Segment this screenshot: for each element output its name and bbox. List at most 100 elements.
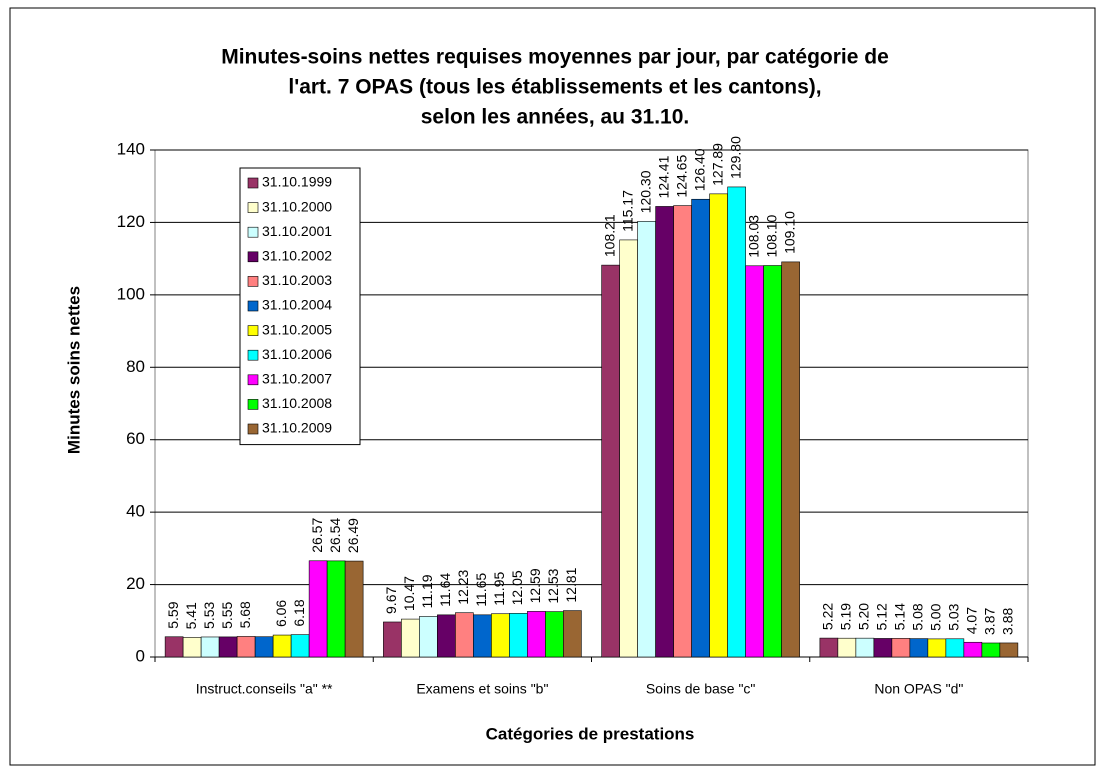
value-label: 5.55 — [219, 601, 235, 628]
value-label: 5.00 — [928, 603, 944, 630]
legend-label: 31.10.2008 — [262, 395, 332, 411]
value-label: 127.89 — [709, 143, 725, 186]
legend-swatch — [247, 325, 259, 336]
bar — [182, 637, 202, 658]
y-axis-title: Minutes soins nettes — [64, 286, 83, 454]
y-tick-label: 120 — [117, 212, 145, 231]
legend-swatch — [247, 374, 259, 386]
value-label: 26.54 — [327, 518, 343, 553]
bar — [236, 636, 256, 658]
legend-label: 31.10.2001 — [262, 223, 332, 239]
value-label: 5.41 — [183, 602, 199, 629]
value-label: 5.53 — [201, 602, 217, 629]
bar — [945, 638, 965, 658]
bar — [473, 614, 492, 658]
x-tick-label: Soins de base "c" — [646, 681, 756, 697]
value-label: 5.12 — [874, 603, 890, 630]
y-tick-label: 0 — [136, 646, 145, 665]
value-label: 5.22 — [820, 603, 836, 630]
bar — [254, 636, 274, 658]
bar — [601, 264, 620, 658]
value-label: 5.14 — [892, 603, 908, 630]
chart-title: l'art. 7 OPAS (tous les établissements e… — [288, 76, 821, 99]
bar — [999, 642, 1019, 658]
bar — [437, 614, 456, 658]
legend-label: 31.10.1999 — [262, 174, 332, 190]
value-label: 12.23 — [455, 569, 471, 604]
value-label: 26.49 — [345, 518, 361, 553]
bar — [655, 206, 674, 658]
value-label: 5.03 — [946, 603, 962, 630]
legend-swatch — [247, 300, 259, 312]
legend-label: 31.10.2006 — [262, 346, 332, 362]
bar — [727, 186, 746, 658]
value-label: 9.67 — [383, 587, 399, 614]
legend-label: 31.10.2003 — [262, 272, 332, 288]
x-axis-title: Catégories de prestations — [486, 724, 695, 743]
bar — [619, 239, 638, 658]
bar — [491, 613, 510, 658]
bar — [709, 193, 728, 658]
value-label: 6.06 — [273, 600, 289, 627]
legend-swatch — [247, 251, 259, 263]
y-tick-label: 140 — [117, 139, 145, 158]
legend-swatch — [247, 349, 259, 361]
value-label: 5.59 — [165, 601, 181, 628]
bar — [927, 638, 947, 658]
value-label: 115.17 — [619, 190, 635, 232]
bar — [673, 205, 692, 658]
bar — [909, 638, 929, 658]
legend-box — [239, 167, 361, 446]
bar — [509, 613, 528, 658]
bar — [873, 638, 893, 658]
value-label: 11.95 — [491, 572, 507, 606]
value-label: 12.53 — [545, 568, 561, 603]
value-label: 11.19 — [419, 574, 435, 608]
chart-title: selon les années, au 31.10. — [421, 106, 689, 129]
bar — [218, 636, 238, 658]
value-label: 109.10 — [781, 211, 797, 254]
value-label: 12.81 — [563, 567, 579, 602]
bar — [891, 638, 911, 658]
y-tick-label: 100 — [117, 284, 145, 303]
legend-label: 31.10.2005 — [262, 321, 332, 337]
chart-title: Minutes-soins nettes requises moyennes p… — [221, 46, 889, 69]
bar — [383, 621, 402, 658]
value-label: 12.05 — [509, 570, 525, 605]
value-label: 12.59 — [527, 568, 543, 603]
legend-label: 31.10.2002 — [262, 248, 332, 264]
legend-swatch — [247, 226, 259, 238]
bar — [837, 637, 857, 658]
bar — [419, 616, 438, 658]
bar — [545, 611, 564, 658]
value-label: 108.03 — [745, 215, 761, 258]
value-label: 6.18 — [291, 599, 307, 626]
value-label: 5.08 — [910, 603, 926, 630]
value-label: 126.40 — [691, 148, 707, 191]
bar — [527, 611, 546, 658]
value-label: 11.64 — [437, 573, 453, 607]
value-label: 4.07 — [964, 607, 980, 634]
bar — [308, 560, 328, 658]
value-label: 108.10 — [763, 214, 779, 257]
x-tick-label: Non OPAS "d" — [874, 681, 963, 697]
legend-swatch — [247, 423, 259, 435]
bar — [763, 265, 782, 658]
bar — [326, 560, 346, 658]
y-tick-label: 60 — [126, 429, 145, 448]
legend-swatch — [247, 276, 259, 287]
legend-label: 31.10.2004 — [262, 297, 332, 313]
value-label: 120.30 — [637, 170, 653, 213]
x-tick-label: Examens et soins "b" — [416, 681, 548, 697]
bar — [691, 198, 710, 658]
legend-swatch — [247, 399, 259, 410]
value-label: 3.88 — [1000, 607, 1016, 634]
legend-label: 31.10.2007 — [262, 371, 332, 387]
value-label: 124.65 — [673, 155, 689, 198]
bar — [819, 637, 839, 658]
value-label: 108.21 — [601, 214, 617, 257]
bar — [401, 618, 420, 658]
x-tick-label: Instruct.conseils "a" ** — [196, 681, 333, 697]
value-label: 129.80 — [727, 136, 743, 179]
